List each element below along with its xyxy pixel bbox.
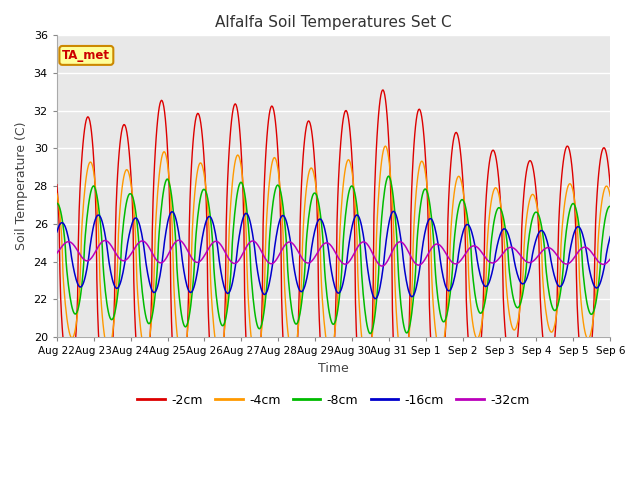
Text: TA_met: TA_met: [62, 49, 110, 62]
Legend: -2cm, -4cm, -8cm, -16cm, -32cm: -2cm, -4cm, -8cm, -16cm, -32cm: [132, 389, 534, 412]
Y-axis label: Soil Temperature (C): Soil Temperature (C): [15, 122, 28, 251]
Title: Alfalfa Soil Temperatures Set C: Alfalfa Soil Temperatures Set C: [215, 15, 452, 30]
X-axis label: Time: Time: [318, 362, 349, 375]
